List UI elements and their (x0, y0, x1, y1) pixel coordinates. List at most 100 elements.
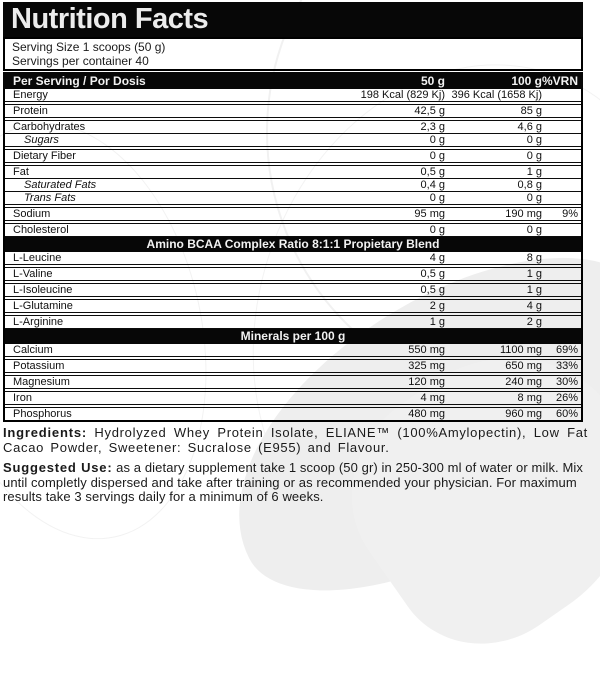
value-per-100g: 960 mg (505, 408, 542, 420)
value-per-100g: 85 g (520, 105, 542, 117)
ingredients-text: Hydrolyzed Whey Protein Isolate, ELIANE™… (3, 425, 588, 455)
value-per-50g: 325 mg (408, 360, 445, 372)
ingredients-label: Ingredients: (3, 425, 87, 440)
nutrient-label: L-Glutamine (13, 300, 73, 312)
nutrient-label: Calcium (13, 344, 53, 356)
table-row: Iron 4 mg 8 mg 26% (5, 392, 581, 408)
table-row: Calcium 550 mg 1100 mg 69% (5, 344, 581, 360)
value-per-50g: 0 g (429, 224, 445, 236)
suggested-use-text: as a dietary supplement take 1 scoop (50… (3, 460, 583, 504)
value-per-50g: 0,4 g (420, 179, 445, 191)
value-per-50g: 550 mg (408, 344, 445, 356)
value-per-100g: 0 g (526, 150, 542, 162)
serving-info-box: Serving Size 1 scoops (50 g) Servings pe… (3, 37, 583, 71)
value-per-50g: 120 mg (408, 376, 445, 388)
amino-rows: L-Leucine 4 g 8 g L-Valine 0,5 g 1 g L-Isoleuc… (5, 252, 581, 329)
nutrient-rows: Energy 198 Kcal (829 Kj) 396 Kcal (1658 Kj… (5, 89, 581, 237)
table-row: Carbohydrates 2,3 g 4,6 g (5, 121, 581, 134)
nutrition-facts-label: Nutrition Facts Serving Size 1 scoops (5… (3, 2, 587, 505)
serving-size-text: Serving Size 1 scoops (50 g) (12, 40, 166, 54)
nutrient-label: Protein (13, 105, 48, 117)
value-per-100g: 0 g (526, 192, 542, 204)
column-header-50g: 50 g (420, 73, 445, 88)
value-per-50g: 95 mg (414, 208, 445, 220)
value-per-100g: 650 mg (505, 360, 542, 372)
nutrient-label: L-Arginine (13, 316, 64, 328)
table-row: Protein 42,5 g 85 g (5, 105, 581, 121)
nutrient-label: Sugars (24, 134, 59, 146)
value-vrn-percent: 26% (555, 392, 578, 404)
nutrient-label: Dietary Fiber (13, 150, 76, 162)
value-vrn-percent: 9% (562, 208, 578, 220)
value-per-50g: 42,5 g (414, 105, 445, 117)
nutrient-label: Potassium (13, 360, 65, 372)
value-per-50g: 4 g (429, 252, 445, 264)
column-header-per-serving: Per Serving / Por Dosis (13, 73, 146, 88)
nutrient-label: Trans Fats (24, 192, 76, 204)
value-per-50g: 0 g (429, 192, 445, 204)
table-row: Potassium 325 mg 650 mg 33% (5, 360, 581, 376)
value-vrn-percent: 69% (555, 344, 578, 356)
nutrition-table-body: Energy 198 Kcal (829 Kj) 396 Kcal (1658 Kj… (3, 89, 583, 422)
nutrient-label: L-Isoleucine (13, 284, 73, 296)
nutrient-label: Sodium (13, 208, 51, 220)
section-bar-minerals: Minerals per 100 g (5, 329, 581, 344)
table-row: L-Isoleucine 0,5 g 1 g (5, 284, 581, 300)
value-vrn-percent: 30% (555, 376, 578, 388)
value-per-100g: 1 g (526, 166, 542, 178)
value-per-100g: 4 g (526, 300, 542, 312)
nutrient-label: Fat (13, 166, 29, 178)
suggested-use-label: Suggested Use: (3, 460, 113, 475)
value-per-100g: 0 g (526, 134, 542, 146)
value-per-50g: 0 g (429, 134, 445, 146)
nutrient-label: Energy (13, 89, 48, 101)
value-per-50g: 0,5 g (420, 166, 445, 178)
value-per-100g: 1 g (526, 268, 542, 280)
nutrient-label: Magnesium (13, 376, 70, 388)
value-per-50g: 4 mg (420, 392, 445, 404)
nutrient-label: L-Valine (13, 268, 53, 280)
footer-paragraphs: Ingredients: Hydrolyzed Whey Protein Iso… (3, 425, 588, 505)
value-per-100g: 8 mg (517, 392, 542, 404)
column-header-100g: 100 g (511, 73, 542, 88)
column-header-vrn: %VRN (542, 73, 579, 88)
value-per-50g: 2,3 g (420, 121, 445, 133)
value-per-50g: 0 g (429, 150, 445, 162)
servings-per-container-text: Servings per container 40 (12, 54, 149, 68)
table-row: Dietary Fiber 0 g 0 g (5, 150, 581, 166)
value-per-100g: 190 mg (505, 208, 542, 220)
value-per-100g: 240 mg (505, 376, 542, 388)
table-row: L-Valine 0,5 g 1 g (5, 268, 581, 284)
table-row: L-Glutamine 2 g 4 g (5, 300, 581, 316)
value-per-50g: 0,5 g (420, 284, 445, 296)
table-row: Saturated Fats 0,4 g 0,8 g (5, 179, 581, 192)
nutrient-label: Carbohydrates (13, 121, 86, 133)
value-vrn-percent: 60% (555, 408, 578, 420)
table-row: Fat 0,5 g 1 g (5, 166, 581, 179)
table-row: Energy 198 Kcal (829 Kj) 396 Kcal (1658 Kj… (5, 89, 581, 105)
value-per-100g: 1100 mg (500, 344, 542, 356)
table-row: Sugars 0 g 0 g (5, 134, 581, 150)
section-bar-amino-bcaa: Amino BCAA Complex Ratio 8:1:1 Propietar… (5, 237, 581, 252)
table-row: L-Leucine 4 g 8 g (5, 252, 581, 268)
mineral-rows: Calcium 550 mg 1100 mg 69% Potassium 325 mg 65… (5, 344, 581, 420)
nutrient-label: Phosphorus (13, 408, 72, 420)
value-vrn-percent: 33% (555, 360, 578, 372)
value-per-50g: 1 g (429, 316, 445, 328)
value-per-100g: 4,6 g (517, 121, 542, 133)
column-header-row: Per Serving / Por Dosis 50 g 100 g %VRN (3, 72, 583, 89)
value-per-50g: 0,5 g (420, 268, 445, 280)
value-per-100g: 0 g (526, 224, 542, 236)
title-bar: Nutrition Facts (3, 2, 583, 37)
table-row: Trans Fats 0 g 0 g (5, 192, 581, 208)
table-row: Phosphorus 480 mg 960 mg 60% (5, 408, 581, 420)
table-row: Sodium 95 mg 190 mg 9% (5, 208, 581, 224)
value-per-100g: 8 g (526, 252, 542, 264)
value-per-100g: 2 g (526, 316, 542, 328)
value-per-100g: 0,8 g (517, 179, 542, 191)
nutrient-label: L-Leucine (13, 252, 62, 264)
table-row: L-Arginine 1 g 2 g (5, 316, 581, 329)
table-row: Magnesium 120 mg 240 mg 30% (5, 376, 581, 392)
table-row: Cholesterol 0 g 0 g (5, 224, 581, 237)
nutrient-label: Iron (13, 392, 32, 404)
